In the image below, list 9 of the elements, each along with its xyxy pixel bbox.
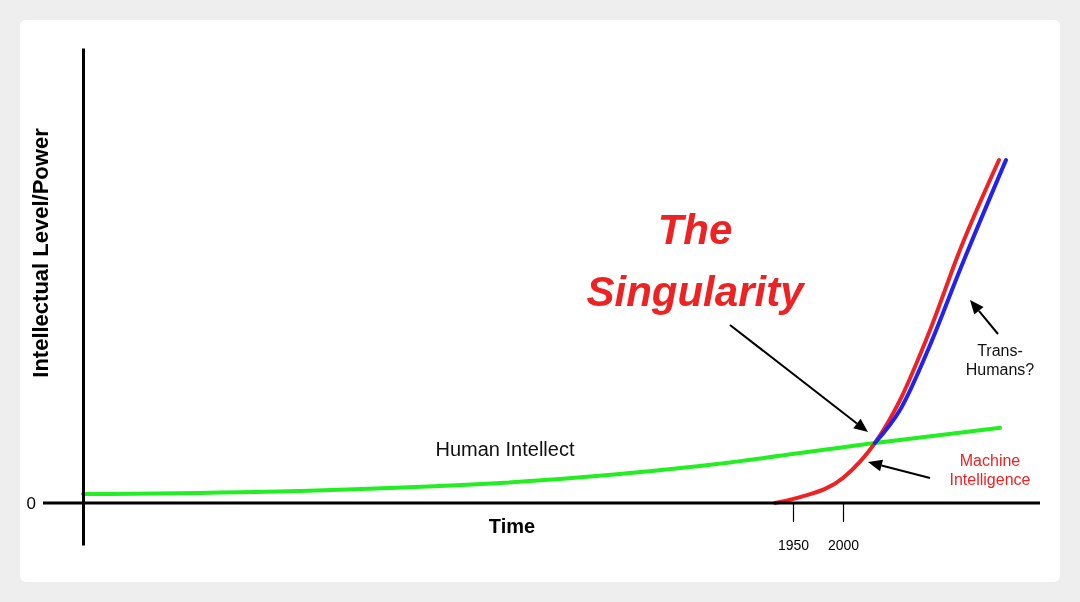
text: Machine Intelligence bbox=[949, 452, 1031, 489]
x-axis-title: Time bbox=[488, 515, 536, 537]
y-axis-title: Intellectual Level/Power bbox=[28, 127, 53, 378]
series-label: Trans-Humans? bbox=[965, 342, 1035, 379]
series-label: Human Intellect bbox=[435, 438, 575, 460]
x-tick-label: 1950 bbox=[777, 536, 810, 553]
x-tick-label: 2000 bbox=[827, 536, 860, 553]
text: 0 bbox=[26, 494, 36, 513]
text: The Singularity bbox=[586, 206, 807, 315]
